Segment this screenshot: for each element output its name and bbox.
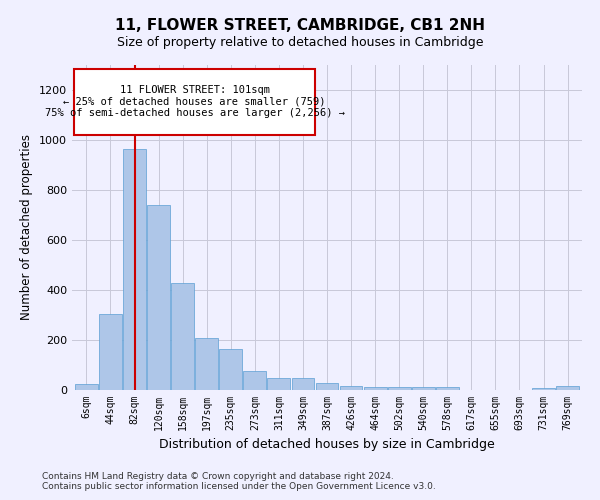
X-axis label: Distribution of detached houses by size in Cambridge: Distribution of detached houses by size … [159, 438, 495, 452]
Bar [388, 387, 410, 390]
Bar [195, 338, 218, 390]
Bar [123, 149, 146, 390]
FancyBboxPatch shape [74, 68, 315, 135]
Bar [99, 314, 122, 390]
Bar [75, 384, 98, 390]
Text: Contains public sector information licensed under the Open Government Licence v3: Contains public sector information licen… [42, 482, 436, 491]
Bar [171, 282, 194, 390]
Text: 11, FLOWER STREET, CAMBRIDGE, CB1 2NH: 11, FLOWER STREET, CAMBRIDGE, CB1 2NH [115, 18, 485, 32]
Bar [436, 387, 459, 390]
Bar [412, 387, 434, 390]
Text: Size of property relative to detached houses in Cambridge: Size of property relative to detached ho… [117, 36, 483, 49]
Bar [268, 378, 290, 390]
Bar [244, 371, 266, 390]
Bar [220, 349, 242, 390]
Bar [532, 388, 555, 390]
Bar [292, 378, 314, 390]
Text: Contains HM Land Registry data © Crown copyright and database right 2024.: Contains HM Land Registry data © Crown c… [42, 472, 394, 481]
Y-axis label: Number of detached properties: Number of detached properties [20, 134, 34, 320]
Bar [364, 387, 386, 390]
Bar [340, 386, 362, 390]
Text: 11 FLOWER STREET: 101sqm
← 25% of detached houses are smaller (759)
75% of semi-: 11 FLOWER STREET: 101sqm ← 25% of detach… [44, 86, 344, 118]
Bar [316, 382, 338, 390]
Bar [556, 386, 579, 390]
Bar [147, 205, 170, 390]
